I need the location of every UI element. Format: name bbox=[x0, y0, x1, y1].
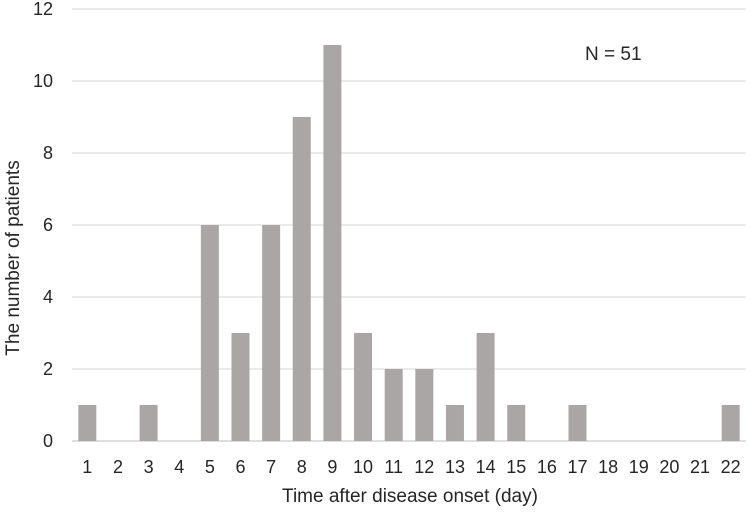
x-tick-label: 22 bbox=[721, 457, 741, 477]
x-tick-label: 16 bbox=[537, 457, 557, 477]
x-tick-label: 7 bbox=[266, 457, 276, 477]
bar-day-3 bbox=[139, 405, 158, 441]
y-tick-label: 4 bbox=[43, 287, 53, 307]
x-tick-label: 20 bbox=[659, 457, 679, 477]
y-tick-label: 6 bbox=[43, 215, 53, 235]
x-tick-label: 21 bbox=[690, 457, 710, 477]
bar-day-9 bbox=[323, 45, 342, 441]
x-tick-label: 13 bbox=[445, 457, 465, 477]
x-tick-label: 1 bbox=[82, 457, 92, 477]
bar-day-7 bbox=[262, 225, 281, 441]
bar-day-11 bbox=[384, 369, 403, 441]
y-tick-label: 8 bbox=[43, 143, 53, 163]
x-tick-label: 19 bbox=[629, 457, 649, 477]
x-tick-label: 3 bbox=[144, 457, 154, 477]
x-tick-label: 5 bbox=[205, 457, 215, 477]
x-tick-label: 8 bbox=[297, 457, 307, 477]
x-tick-labels: 1 2 3 4 5 6 7 8 9 10 11 12 13 14 15 16 17 18 19 20 21 22 bbox=[82, 457, 740, 477]
bar-day-13 bbox=[445, 405, 464, 441]
x-tick-label: 17 bbox=[567, 457, 587, 477]
x-tick-label: 10 bbox=[353, 457, 373, 477]
x-tick-label: 9 bbox=[327, 457, 337, 477]
y-axis-title: The number of patients bbox=[3, 160, 24, 355]
x-axis-title: Time after disease onset (day) bbox=[282, 486, 538, 507]
x-tick-label: 18 bbox=[598, 457, 618, 477]
bar-day-15 bbox=[507, 405, 526, 441]
y-tick-labels: 0 2 4 6 8 10 12 bbox=[33, 0, 53, 451]
bars bbox=[78, 45, 740, 441]
y-tick-label: 0 bbox=[43, 431, 53, 451]
y-tick-label: 2 bbox=[43, 359, 53, 379]
x-tick-label: 12 bbox=[414, 457, 434, 477]
x-tick-label: 11 bbox=[384, 457, 403, 477]
bar-day-12 bbox=[415, 369, 434, 441]
bar-day-5 bbox=[200, 225, 219, 441]
y-tick-label: 12 bbox=[33, 0, 53, 19]
bar-day-14 bbox=[476, 333, 495, 441]
x-tick-label: 6 bbox=[235, 457, 245, 477]
bar-day-10 bbox=[354, 333, 373, 441]
x-tick-label: 15 bbox=[506, 457, 526, 477]
y-tick-label: 10 bbox=[33, 71, 53, 91]
sample-size-annotation: N = 51 bbox=[585, 44, 642, 65]
x-tick-label: 4 bbox=[174, 457, 184, 477]
bar-day-1 bbox=[78, 405, 97, 441]
x-tick-label: 14 bbox=[476, 457, 496, 477]
gridlines bbox=[72, 8, 746, 442]
bar-day-22 bbox=[721, 405, 740, 441]
bar-day-8 bbox=[292, 117, 311, 441]
x-tick-label: 2 bbox=[113, 457, 123, 477]
bar-day-17 bbox=[568, 405, 587, 441]
bar-day-6 bbox=[231, 333, 250, 441]
